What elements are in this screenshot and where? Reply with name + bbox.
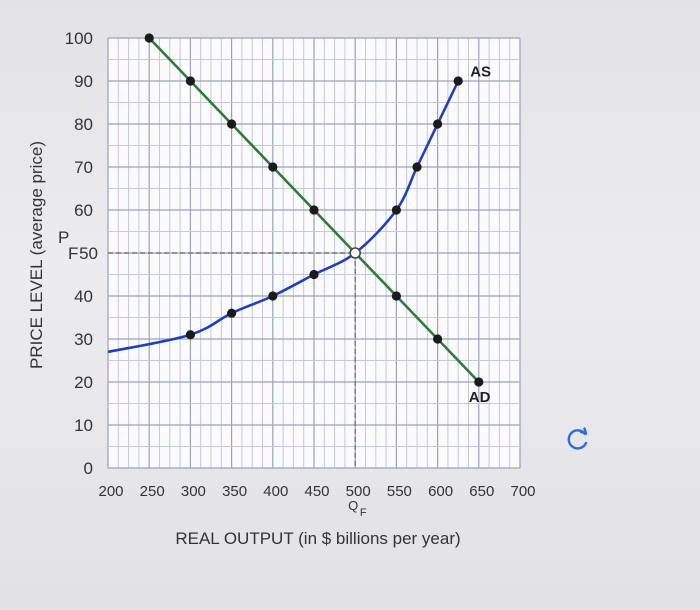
x-tick-label: 700: [510, 483, 535, 500]
as-point: [433, 119, 443, 129]
y-tick-label: 100: [65, 29, 93, 48]
equilibrium-point: [349, 247, 362, 259]
y-tick-label: 10: [74, 416, 93, 435]
x-tick-label: 650: [469, 483, 494, 500]
ad-point: [391, 291, 401, 301]
x-tick-label: 500: [346, 483, 371, 500]
y-tick-label: 80: [74, 115, 93, 134]
ad-point: [309, 205, 319, 215]
y-axis-title: PRICE LEVEL (average price): [27, 141, 46, 369]
as-point: [453, 76, 463, 86]
y-tick-label: 30: [74, 330, 93, 349]
as-point: [412, 162, 422, 172]
x-tick-label: 300: [181, 483, 206, 500]
y-tick-label: 40: [74, 287, 93, 306]
refresh-icon[interactable]: [562, 424, 592, 454]
output-equilibrium-subscript: F: [360, 507, 367, 519]
x-tick-label: 250: [140, 483, 165, 500]
as-point: [309, 269, 319, 280]
x-tick-label: 450: [304, 483, 329, 500]
as-point: [227, 308, 237, 318]
ad-point: [227, 119, 237, 129]
x-tick-label: 400: [263, 483, 288, 500]
price-equilibrium-label: P: [58, 228, 69, 247]
x-tick-label: 350: [222, 483, 247, 500]
x-tick-label: 600: [428, 483, 453, 500]
ad-point: [144, 33, 154, 43]
ad-point: [268, 162, 278, 172]
output-equilibrium-label: Q: [348, 498, 358, 513]
as-curve: [107, 80, 460, 354]
y-tick-label: 60: [74, 201, 93, 220]
y-tick-label: 50: [79, 244, 98, 263]
y-tick-label: 0: [84, 459, 93, 478]
as-label: AS: [470, 64, 491, 81]
ad-point: [185, 76, 195, 86]
y-tick-label: 90: [74, 72, 93, 91]
x-axis-title: REAL OUTPUT (in $ billions per year): [175, 529, 460, 548]
x-tick-label: 550: [387, 483, 412, 500]
ad-point: [474, 377, 484, 387]
price-equilibrium-subscript: F: [68, 244, 78, 263]
as-point: [185, 330, 195, 340]
y-tick-label: 20: [74, 373, 93, 392]
ad-point: [433, 334, 443, 344]
ad-label: AD: [469, 389, 491, 406]
as-point: [268, 291, 278, 301]
as-point: [391, 205, 401, 215]
y-tick-label: 70: [74, 158, 93, 177]
x-tick-label: 200: [98, 483, 123, 500]
